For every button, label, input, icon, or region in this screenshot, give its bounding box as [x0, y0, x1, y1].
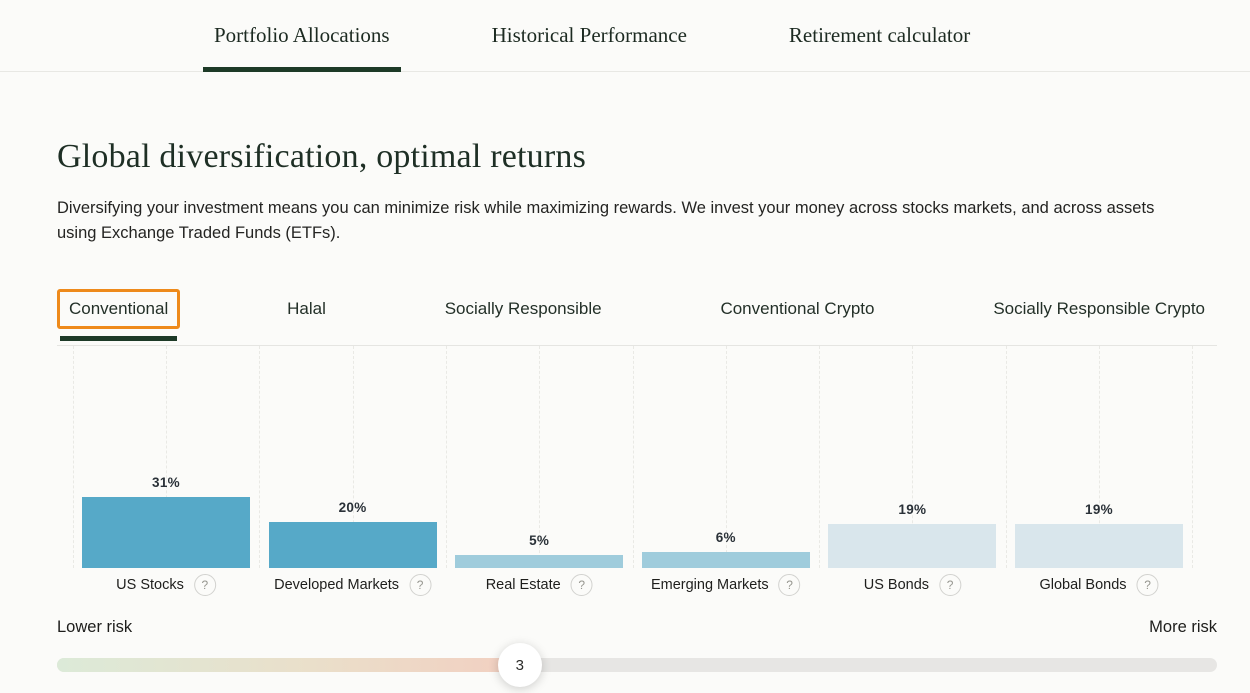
bar-label-group: Real Estate?: [486, 574, 593, 596]
portfolio-tab-conventional[interactable]: Conventional: [57, 289, 181, 341]
gridline: [632, 346, 634, 568]
help-icon[interactable]: ?: [1136, 574, 1159, 596]
bar-value-label: 6%: [715, 530, 736, 545]
tab-portfolio-allocations[interactable]: Portfolio Allocations: [203, 0, 401, 72]
bar-group: 5%: [455, 533, 624, 568]
bar-category-label: Global Bonds: [1039, 577, 1127, 593]
bar-label-group: Developed Markets?: [274, 574, 432, 596]
risk-slider-thumb[interactable]: 3: [497, 643, 542, 687]
bar: [641, 552, 810, 568]
bar: [82, 497, 250, 568]
page-title: Global diversification, optimal returns: [57, 138, 587, 175]
bar-label-group: US Bonds?: [863, 574, 962, 596]
gridline: [259, 346, 261, 568]
risk-labels-row: Lower risk More risk: [57, 618, 1217, 637]
bar-value-label: 31%: [152, 475, 180, 490]
bar-group: 19%: [1015, 502, 1183, 568]
bar: [1015, 524, 1183, 568]
bar-group: 19%: [828, 502, 997, 568]
gridline: [725, 346, 727, 568]
portfolio-tab-conventional-crypto[interactable]: Conventional Crypto: [720, 299, 875, 318]
bar-value-label: 19%: [898, 502, 927, 517]
bar-group: 20%: [268, 500, 437, 568]
bar: [828, 524, 997, 568]
tab-retirement-calculator[interactable]: Retirement calculator: [788, 23, 971, 47]
bar-group: 31%: [82, 475, 250, 568]
portfolio-type-tabs: Conventional Halal Socially Responsible …: [57, 289, 1217, 346]
help-icon[interactable]: ?: [778, 574, 801, 596]
top-navigation: Portfolio Allocations Historical Perform…: [0, 0, 1250, 72]
portfolio-tab-halal[interactable]: Halal: [287, 299, 326, 318]
bar-category-label: Developed Markets: [274, 577, 400, 593]
page-description: Diversifying your investment means you c…: [57, 199, 1155, 242]
bar-value-label: 5%: [529, 533, 550, 548]
bar-label-group: Global Bonds?: [1039, 574, 1159, 596]
bar-label-group: US Stocks?: [116, 574, 216, 596]
gridline: [166, 346, 167, 568]
bar-value-label: 20%: [338, 500, 367, 515]
gridline: [819, 346, 821, 568]
gridline: [1099, 346, 1100, 568]
bar-category-label: US Bonds: [863, 577, 930, 593]
gridline: [912, 346, 914, 568]
bar-labels-row: US Stocks? Developed Markets? Real Estate?…: [57, 574, 1217, 602]
bar-category-label: Emerging Markets: [650, 577, 769, 593]
help-icon[interactable]: ?: [409, 574, 432, 596]
gridline: [445, 346, 447, 568]
gridline: [1005, 346, 1007, 568]
allocation-chart: 31% 20% 5% 6% 19% 19%: [57, 346, 1217, 568]
help-icon[interactable]: ?: [193, 574, 216, 596]
bar: [455, 555, 624, 568]
gridline: [1192, 346, 1194, 568]
bar: [268, 522, 437, 568]
bar-category-label: US Stocks: [116, 577, 184, 593]
help-icon[interactable]: ?: [570, 574, 593, 596]
portfolio-tab-socially-responsible[interactable]: Socially Responsible: [444, 299, 602, 318]
gridline: [72, 346, 74, 568]
gridline: [352, 346, 354, 568]
lower-risk-label: Lower risk: [57, 618, 133, 636]
tab-historical-performance[interactable]: Historical Performance: [491, 23, 687, 47]
risk-slider-gradient-fill: [57, 658, 520, 672]
bar-value-label: 19%: [1085, 502, 1113, 517]
gridline: [539, 346, 541, 568]
bar-category-label: Real Estate: [485, 577, 561, 593]
main-content: Global diversification, optimal returns …: [57, 136, 1217, 687]
more-risk-label: More risk: [1149, 618, 1217, 636]
risk-slider-track[interactable]: [57, 658, 1217, 672]
risk-level-value: 3: [515, 656, 524, 674]
portfolio-tab-socially-responsible-crypto[interactable]: Socially Responsible Crypto: [993, 299, 1205, 318]
risk-slider: 3: [57, 643, 1217, 687]
bar-label-group: Emerging Markets?: [651, 574, 801, 596]
bar-group: 6%: [641, 530, 810, 568]
help-icon[interactable]: ?: [939, 574, 962, 596]
